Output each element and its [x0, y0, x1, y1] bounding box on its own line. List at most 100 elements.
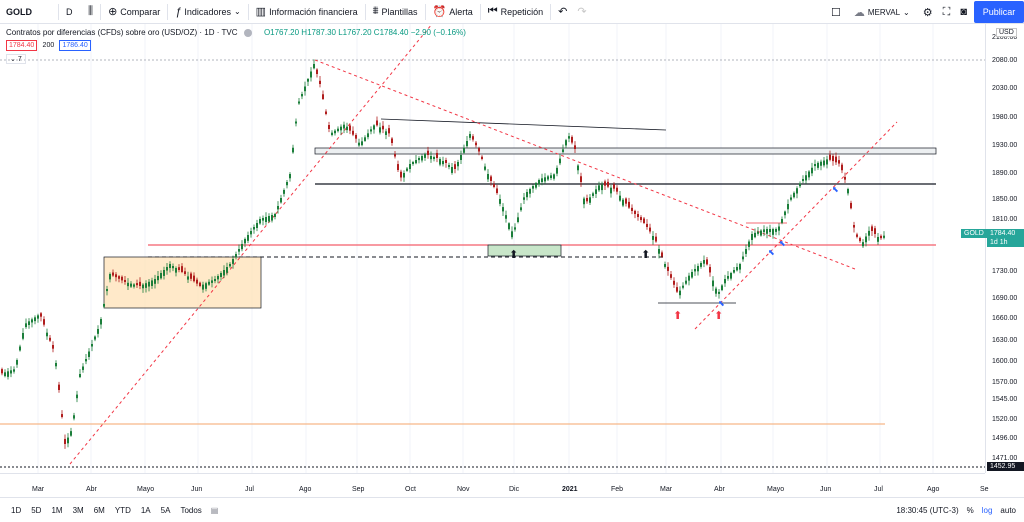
- indicators-toggle[interactable]: ⌄ 7: [6, 54, 26, 64]
- price-axis[interactable]: 2100.00 2080.00 2030.00 1980.00 1930.00 1890.…: [985, 24, 1024, 473]
- candle-body: [217, 276, 219, 280]
- date-range-icon[interactable]: ▤: [210, 505, 219, 515]
- range-button-5a[interactable]: 5A: [160, 505, 171, 515]
- candle-body: [289, 174, 291, 179]
- clock[interactable]: 18:30:45 (UTC-3): [896, 505, 959, 515]
- chart-type-button[interactable]: ⫼: [83, 0, 98, 24]
- indicators-button[interactable]: ƒ Indicadores ⌄: [170, 0, 245, 24]
- candle-body: [103, 304, 105, 307]
- time-axis[interactable]: Mar Abr Mayo Jun Jul Ago Sep Oct Nov Dic 2021 Feb Ma…: [0, 473, 989, 497]
- layout-button[interactable]: ☐: [826, 0, 846, 24]
- candle-body: [184, 271, 186, 274]
- price-tick-label: 2030.00: [992, 85, 1018, 92]
- candle-body: [592, 193, 594, 196]
- chart-pane[interactable]: ⬆ ⬆ ⬆ ⬆ ⬉ ⬉ ⬉ ⬉: [0, 24, 985, 473]
- replay-button[interactable]: ⏮ Repetición: [483, 0, 548, 24]
- separator: [247, 3, 249, 20]
- candle-body: [76, 394, 78, 399]
- currency-label[interactable]: USD: [996, 28, 1017, 37]
- range-button-ytd[interactable]: YTD: [114, 505, 131, 515]
- auto-toggle[interactable]: auto: [1000, 505, 1016, 515]
- candle-body: [139, 281, 141, 286]
- publish-button[interactable]: Publicar: [974, 1, 1024, 23]
- time-tick-label: Oct: [405, 486, 416, 493]
- layout-menu-button[interactable]: ☁ MERVAL ⌄: [846, 0, 918, 24]
- compare-button[interactable]: ⊕ Comparar: [103, 0, 165, 24]
- candle-body: [586, 197, 588, 202]
- price-tick-label: 1570.00: [992, 379, 1018, 386]
- range-button-1m[interactable]: 1M: [51, 505, 63, 515]
- settings-button[interactable]: ⚙: [918, 0, 938, 24]
- undo-button[interactable]: ↶: [553, 0, 572, 24]
- price-tick-label: 1690.00: [992, 295, 1018, 302]
- candle-body: [148, 281, 150, 287]
- candle-body: [667, 266, 669, 271]
- candle-body: [781, 219, 783, 223]
- bid-price[interactable]: 1784.40: [6, 40, 38, 51]
- candle-body: [835, 156, 837, 163]
- range-button-5d[interactable]: 5D: [31, 505, 42, 515]
- candle-body: [532, 186, 534, 189]
- time-tick-label: Mar: [660, 486, 673, 493]
- candle-body: [268, 216, 270, 222]
- candle-body: [79, 374, 81, 378]
- candle-body: [832, 155, 834, 162]
- last-price-tag: 1784.40: [987, 229, 1024, 238]
- candle-body: [151, 280, 153, 286]
- interval-button[interactable]: D: [66, 6, 73, 17]
- time-tick-label: 2021: [562, 486, 578, 493]
- candle-body: [460, 155, 462, 161]
- price-tick-label: 2100.00: [992, 34, 1018, 41]
- candle-body: [682, 285, 684, 288]
- time-tick-label: Ago: [927, 486, 940, 493]
- chevron-down-icon: ⌄: [10, 56, 16, 63]
- price-chart[interactable]: ⬆ ⬆ ⬆ ⬆ ⬉ ⬉ ⬉ ⬉: [0, 24, 985, 473]
- candle-body: [541, 178, 543, 183]
- ask-price[interactable]: 1786.40: [59, 40, 91, 51]
- candle-body: [88, 351, 90, 357]
- candle-body: [751, 234, 753, 240]
- candle-body: [97, 329, 99, 334]
- candle-body: [403, 173, 405, 178]
- time-tick-label: Abr: [86, 486, 97, 493]
- symbol-search-button[interactable]: GOLD: [6, 6, 32, 17]
- candle-body: [625, 198, 627, 204]
- candle-body: [283, 190, 285, 194]
- candle-body: [505, 215, 507, 219]
- range-button-3m[interactable]: 3M: [72, 505, 84, 515]
- separator: [550, 3, 552, 20]
- candle-body: [58, 384, 60, 390]
- templates-button[interactable]: ⩩ Plantillas: [368, 0, 423, 24]
- log-toggle[interactable]: log: [981, 505, 993, 515]
- financial-info-button[interactable]: ▥ Información financiera: [251, 0, 363, 24]
- candle-body: [409, 164, 411, 169]
- redo-button[interactable]: ↷: [572, 0, 591, 24]
- svg-text:⬆: ⬆: [641, 248, 650, 261]
- fullscreen-button[interactable]: ⛶: [938, 0, 956, 24]
- time-tick-label: Abr: [714, 486, 725, 493]
- candle-body: [307, 79, 309, 82]
- time-tick-label: Se: [980, 486, 989, 493]
- snapshot-button[interactable]: ◙: [955, 0, 972, 24]
- candle-body: [415, 160, 417, 164]
- percent-toggle[interactable]: %: [966, 505, 974, 515]
- range-button-todos[interactable]: Todos: [180, 505, 202, 515]
- candle-body: [244, 239, 246, 244]
- range-button-1a[interactable]: 1A: [140, 505, 151, 515]
- candle-body: [322, 94, 324, 99]
- separator: [100, 3, 102, 20]
- price-tick-label: 2080.00: [992, 57, 1018, 64]
- candle-body: [535, 183, 537, 188]
- separator: [364, 3, 366, 20]
- price-tick-label: 1660.00: [992, 315, 1018, 322]
- alert-button[interactable]: ⏰ Alerta: [428, 0, 478, 24]
- candle-body: [883, 235, 885, 238]
- candle-body: [514, 227, 516, 230]
- range-button-6m[interactable]: 6M: [93, 505, 105, 515]
- candle-body: [61, 414, 63, 417]
- bottom-toolbar: 1D 5D 1M 3M 6M YTD 1A 5A Todos ▤ 18:30:45 (UTC-3…: [0, 497, 1024, 522]
- candle-body: [328, 125, 330, 129]
- gear-icon: ⚙: [922, 6, 933, 19]
- candle-body: [370, 129, 372, 132]
- range-button-1d[interactable]: 1D: [11, 505, 22, 515]
